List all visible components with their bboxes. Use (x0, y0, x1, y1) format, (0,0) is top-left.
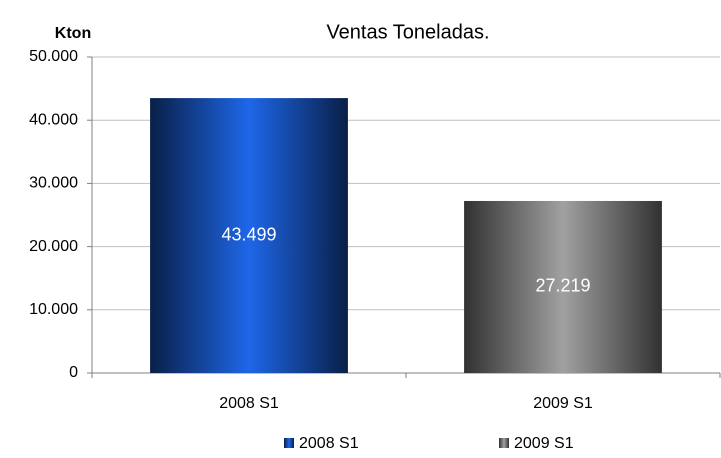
chart-title: Ventas Toneladas. (326, 21, 489, 43)
value-label: 27.219 (535, 276, 590, 296)
y-tick-label: 30.000 (29, 175, 78, 192)
bar (150, 98, 348, 374)
y-tick-label: 20.000 (29, 238, 78, 255)
legend-label: 2008 S1 (299, 435, 359, 452)
y-tick-label: 50.000 (29, 48, 78, 65)
y-tick-label: 10.000 (29, 301, 78, 318)
x-tick-label: 2009 S1 (533, 395, 593, 412)
value-label: 43.499 (221, 224, 276, 244)
y-axis-label: Kton (55, 25, 91, 42)
x-tick-label: 2008 S1 (219, 395, 279, 412)
legend-label: 2009 S1 (514, 435, 574, 452)
y-tick-label: 40.000 (29, 111, 78, 128)
bar (464, 200, 662, 373)
legend-swatch (499, 438, 509, 448)
legend-swatch (284, 438, 294, 448)
y-tick-label: 0 (69, 364, 78, 381)
